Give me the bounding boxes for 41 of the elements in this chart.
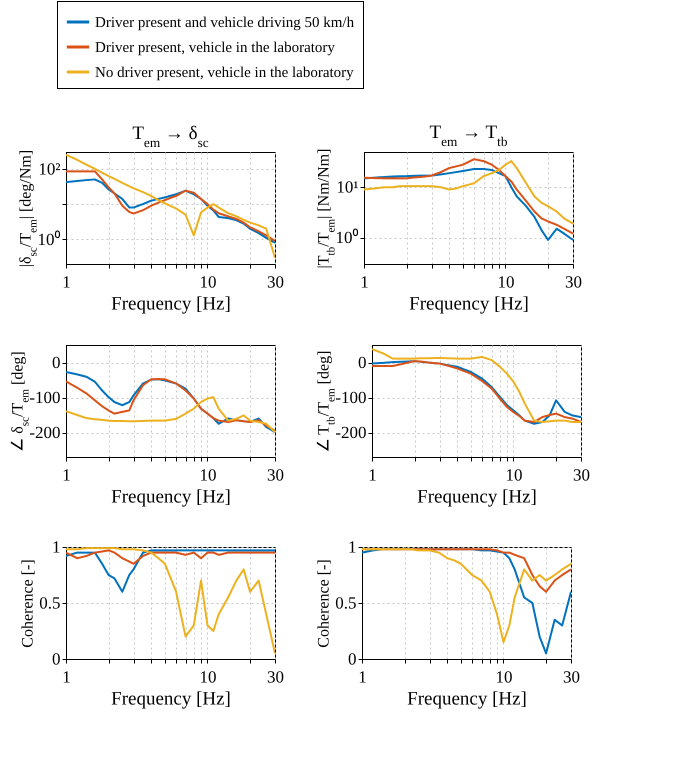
- x-axis-title: Frequency [Hz]: [111, 294, 231, 314]
- y-tick-label: 0: [52, 650, 60, 668]
- x-axis-title: Frequency [Hz]: [111, 486, 231, 508]
- x-tick-label: 10: [497, 272, 514, 292]
- chart-title: T$_{em}$ → δ$_{sc}$: [132, 122, 209, 150]
- y-tick-label: 0.5: [39, 594, 60, 612]
- y-tick-label: -100: [29, 388, 60, 407]
- x-tick-label: 30: [267, 466, 284, 484]
- x-axis-title: Frequency [Hz]: [111, 688, 231, 710]
- y-tick-label: 0.5: [335, 594, 356, 612]
- legend-label: Driver present, vehicle in the laboratory: [95, 40, 336, 56]
- y-tick-label: -200: [335, 423, 366, 442]
- y-tick-label: 10⁰: [336, 228, 358, 248]
- y-tick-label: 0: [358, 353, 366, 372]
- legend-label: Driver present and vehicle driving 50 km/h: [95, 15, 355, 31]
- x-axis-title: Frequency [Hz]: [407, 688, 527, 710]
- y-tick-label: 0: [348, 650, 356, 668]
- x-tick-label: 30: [563, 668, 580, 686]
- x-tick-label: 10: [505, 466, 522, 484]
- x-tick-label: 30: [573, 466, 590, 484]
- x-tick-label: 10: [199, 272, 216, 292]
- y-axis-title: Coherence [-]: [315, 559, 332, 648]
- y-tick-label: 1: [348, 538, 356, 556]
- x-tick-label: 30: [267, 272, 284, 292]
- y-tick-label: -200: [29, 423, 60, 442]
- x-tick-label: 30: [267, 668, 284, 686]
- x-tick-label: 30: [565, 272, 582, 292]
- y-tick-label: 10²: [38, 159, 60, 178]
- y-tick-label: -100: [335, 388, 366, 407]
- y-tick-label: 10⁰: [38, 230, 60, 249]
- y-tick-label: 0: [52, 353, 60, 372]
- y-tick-label: 1: [52, 538, 60, 556]
- x-tick-label: 10: [199, 466, 216, 484]
- x-tick-label: 10: [199, 668, 216, 686]
- x-axis-title: Frequency [Hz]: [409, 294, 529, 314]
- y-tick-label: 10¹: [336, 178, 358, 197]
- y-axis-title: Coherence [-]: [19, 559, 36, 648]
- chart-title: T$_{em}$ → T$_{tb}$: [430, 122, 508, 148]
- x-axis-title: Frequency [Hz]: [417, 486, 537, 508]
- legend-label: No driver present, vehicle in the laboratory: [95, 65, 354, 81]
- x-tick-label: 10: [495, 668, 512, 686]
